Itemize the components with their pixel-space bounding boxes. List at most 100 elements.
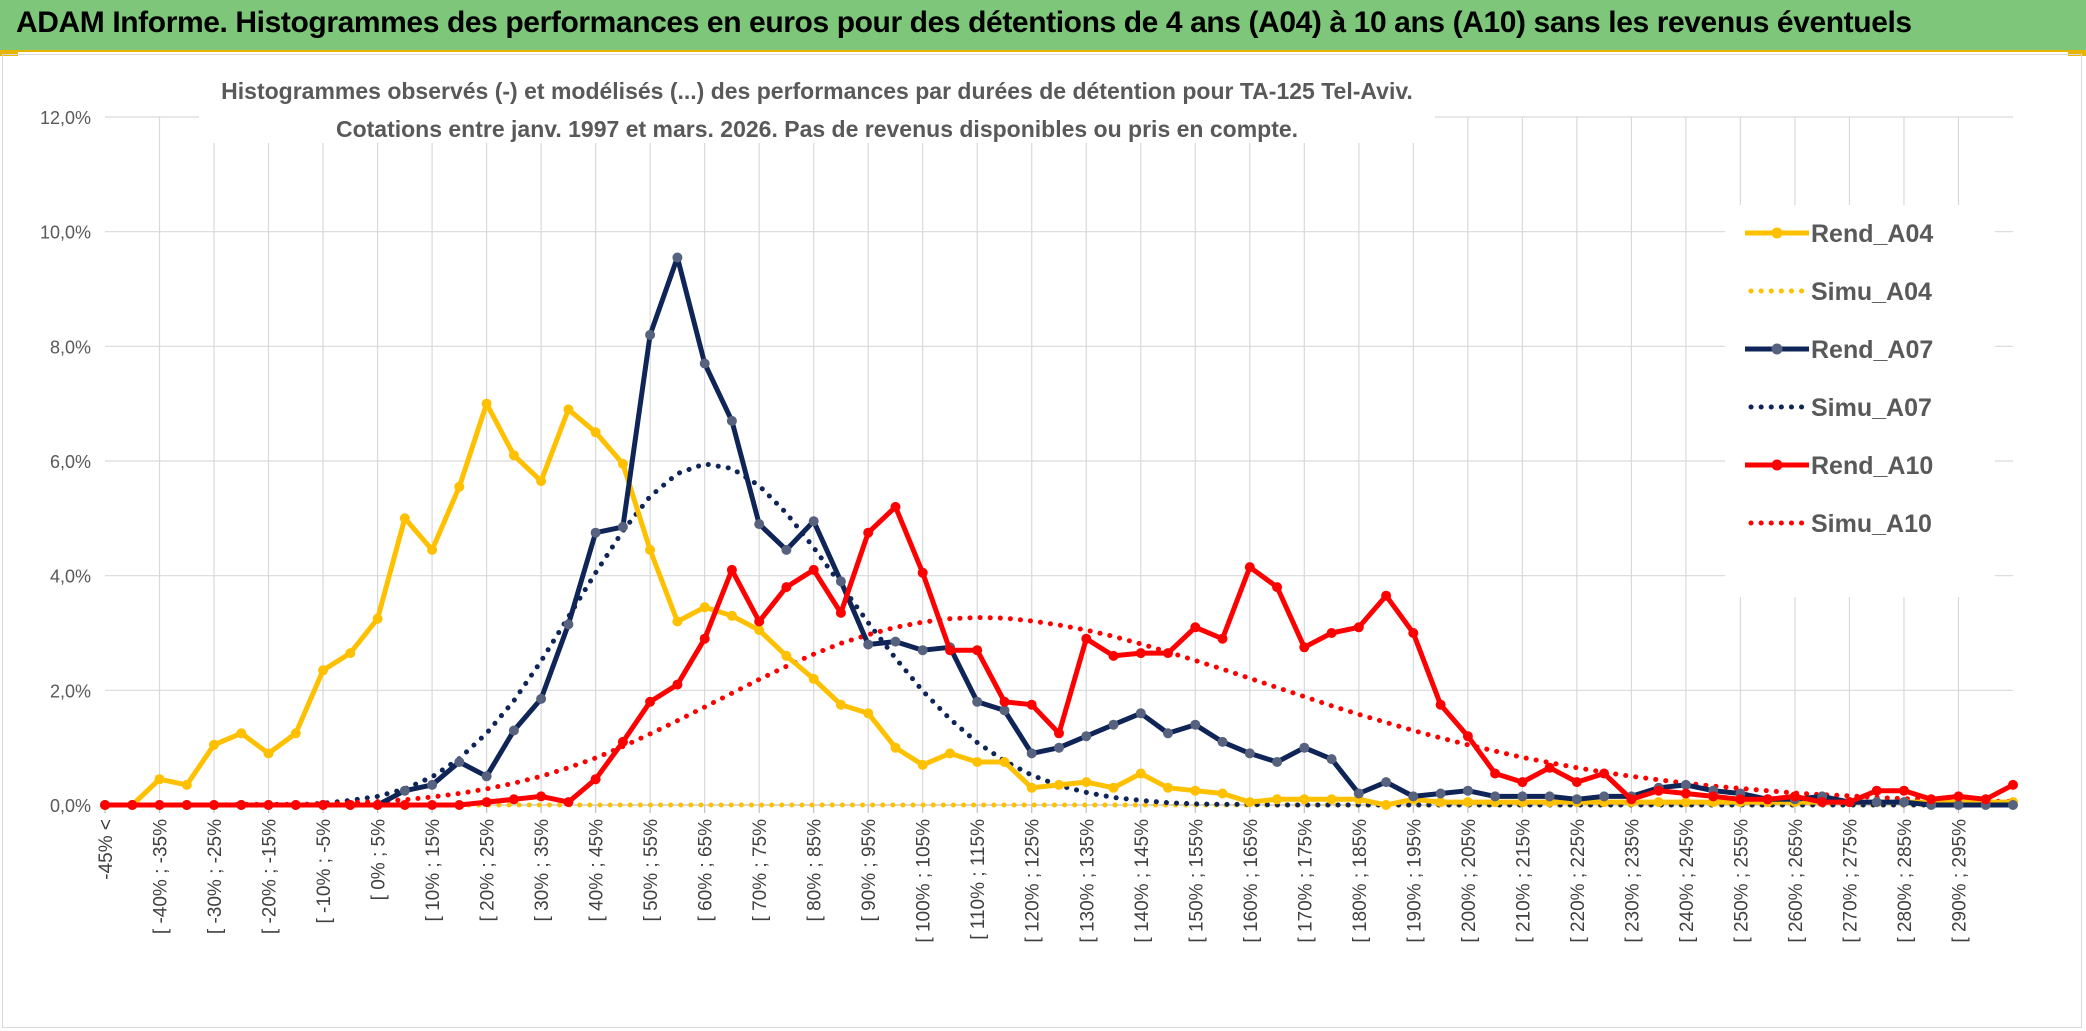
data-point <box>781 650 792 661</box>
data-point <box>1190 785 1201 796</box>
data-point <box>290 728 301 739</box>
data-point <box>1544 762 1555 773</box>
data-point <box>1108 719 1119 730</box>
x-tick-label: [ 210% ; 215% <box>1513 819 1534 943</box>
data-point <box>972 757 983 767</box>
data-point <box>1217 633 1228 644</box>
data-point <box>1054 728 1064 739</box>
data-point <box>617 521 628 532</box>
data-point <box>427 544 438 555</box>
data-point <box>617 736 628 747</box>
data-point <box>1299 742 1310 753</box>
data-point <box>236 728 247 739</box>
data-point <box>1408 791 1419 802</box>
corner-accent-left <box>0 50 18 56</box>
data-point <box>699 633 710 644</box>
data-point <box>808 673 819 684</box>
data-point <box>1490 768 1501 779</box>
data-point <box>1026 748 1037 759</box>
data-point <box>1054 742 1064 753</box>
data-point <box>999 705 1010 716</box>
legend-marker <box>1771 227 1783 239</box>
data-point <box>1871 785 1882 796</box>
y-tick-label: 0,0% <box>50 796 91 816</box>
data-point <box>808 516 819 527</box>
data-point <box>781 582 792 593</box>
x-tick-label: [ 50% ; 55% <box>641 819 662 922</box>
data-point <box>481 771 492 782</box>
data-point <box>835 607 846 618</box>
data-point <box>1190 622 1201 633</box>
data-point <box>754 519 765 530</box>
x-tick-label: [ 260% ; 265% <box>1786 819 1807 943</box>
data-point <box>209 739 219 750</box>
x-tick-label: [ 150% ; 155% <box>1186 819 1207 943</box>
data-point <box>1517 777 1528 788</box>
histogram-chart: 0,0% 2,0% 4,0% 6,0% 8,0% 10,0% 12,0% -45% < [ -… <box>40 67 2018 943</box>
series-Rend_A07 <box>100 252 2018 810</box>
data-point <box>1326 754 1337 765</box>
data-point <box>645 696 656 707</box>
legend-background <box>1725 205 1995 597</box>
data-point <box>399 800 410 810</box>
data-point <box>1244 797 1255 808</box>
data-point <box>672 679 683 690</box>
data-point <box>890 742 901 753</box>
chart-subtitle: Cotations entre janv. 1997 et mars. 2026… <box>336 116 1298 142</box>
data-point <box>726 415 737 426</box>
data-point <box>1135 648 1146 659</box>
data-point <box>1435 699 1446 710</box>
data-point <box>672 252 683 263</box>
data-point <box>427 800 438 810</box>
data-point <box>1299 794 1310 805</box>
data-point <box>454 757 465 767</box>
data-point <box>726 564 737 575</box>
data-point <box>972 696 983 707</box>
data-point <box>863 639 874 650</box>
data-point <box>181 779 192 790</box>
data-point <box>1408 628 1419 638</box>
data-point <box>1244 748 1255 759</box>
data-point <box>1899 785 1909 796</box>
data-point <box>917 759 928 770</box>
data-point <box>890 501 901 512</box>
series-Simu_A10 <box>102 614 2016 808</box>
data-point <box>1653 797 1664 808</box>
data-point <box>1381 800 1392 810</box>
data-point <box>1081 777 1092 788</box>
data-point <box>1462 797 1473 808</box>
data-point <box>1081 633 1092 644</box>
series-line <box>102 614 2016 808</box>
data-point <box>999 696 1010 707</box>
data-point <box>127 800 138 810</box>
data-point <box>508 725 519 736</box>
x-tick-label: [ 130% ; 135% <box>1077 819 1098 943</box>
data-point <box>1953 800 1964 810</box>
data-point <box>1544 791 1555 802</box>
data-point <box>399 785 410 796</box>
data-point <box>1217 788 1228 799</box>
header-bar: ADAM Informe. Histogrammes des performan… <box>0 0 2086 52</box>
x-tick-label: [ 200% ; 205% <box>1459 819 1480 943</box>
data-point <box>263 800 274 810</box>
data-point <box>508 794 519 805</box>
data-point <box>1026 782 1037 793</box>
data-point <box>1490 791 1501 802</box>
data-point <box>1163 782 1173 793</box>
x-tick-label: [ 220% ; 225% <box>1568 819 1589 943</box>
legend-label: Simu_A07 <box>1811 394 1932 422</box>
data-point <box>1599 768 1610 779</box>
data-point <box>835 699 846 710</box>
data-point <box>427 779 438 790</box>
data-point <box>726 610 737 621</box>
data-point <box>1462 785 1473 796</box>
data-point <box>100 800 110 810</box>
data-point <box>372 613 383 624</box>
x-tick-label: [ 70% ; 75% <box>750 819 771 922</box>
data-point <box>454 800 465 810</box>
legend-label: Rend_A10 <box>1811 452 1933 480</box>
x-tick-label: [ 60% ; 65% <box>696 819 717 922</box>
data-point <box>154 774 165 785</box>
data-point <box>481 797 492 808</box>
data-point <box>1381 590 1392 601</box>
